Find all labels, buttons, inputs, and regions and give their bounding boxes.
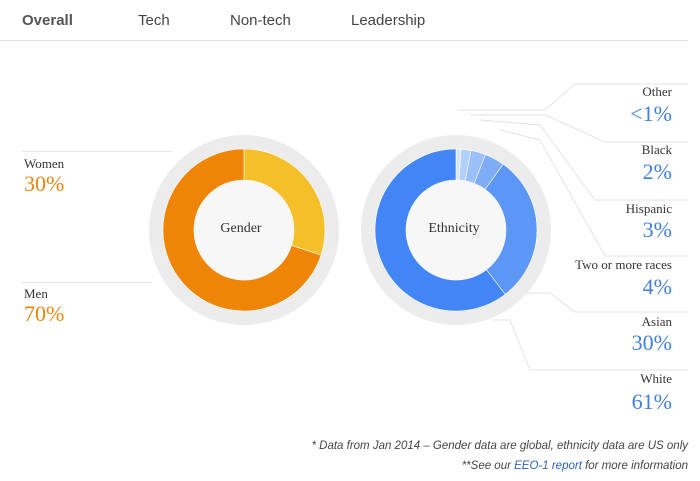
legend-label-asian: Asian	[641, 314, 672, 329]
tab-leadership[interactable]: Leadership	[351, 12, 426, 29]
connector-asian	[520, 292, 688, 313]
legend-value-women: 30%	[24, 171, 65, 196]
gender-center-label: Gender	[220, 221, 262, 236]
connector-black	[470, 114, 688, 143]
connector-white	[492, 319, 688, 371]
donut-center	[194, 180, 294, 280]
footnote-eeo-report: **See our EEO-1 report for more informat…	[462, 460, 688, 472]
donut-center	[406, 180, 506, 280]
gender-donut	[149, 135, 339, 325]
legend-value-hispanic: 3%	[642, 217, 672, 242]
tab-overall[interactable]: Overall	[22, 12, 73, 29]
ethnicity-connector-lines	[458, 83, 688, 371]
footnote-prefix: **See our	[461, 460, 515, 472]
connector-hispanic	[479, 119, 688, 201]
legend-label-other: Other	[642, 84, 672, 99]
legend-label-hispanic: Hispanic	[625, 201, 672, 216]
tab-tech[interactable]: Tech	[138, 12, 170, 29]
connector-other	[458, 83, 688, 111]
legend-value-asian: 30%	[631, 330, 672, 355]
footnote-suffix: for more information	[581, 460, 688, 472]
tab-bar: Overall Tech Non-tech Leadership	[0, 0, 688, 41]
women-divider	[22, 151, 172, 152]
legend-label-white: White	[640, 371, 672, 386]
legend-label-two-or-more-races: Two or more races	[575, 257, 672, 272]
connector-two-or-more-races	[499, 129, 688, 257]
legend-label-women: Women	[24, 156, 65, 171]
legend-value-black: 2%	[642, 159, 672, 184]
eeo-1-report-link[interactable]: EEO-1 report	[514, 460, 582, 472]
ethnicity-donut	[361, 135, 551, 325]
legend-value-white: 61%	[631, 389, 672, 414]
tab-non-tech[interactable]: Non-tech	[230, 12, 291, 29]
legend-label-black: Black	[641, 142, 672, 157]
legend-value-two-or-more-races: 4%	[642, 274, 672, 299]
ethnicity-center-label: Ethnicity	[428, 221, 480, 236]
footnote-data-source: * Data from Jan 2014 – Gender data are g…	[311, 440, 688, 452]
legend-value-other: <1%	[630, 101, 672, 126]
men-divider	[22, 282, 152, 283]
legend-label-men: Men	[24, 286, 48, 301]
legend-value-men: 70%	[24, 301, 65, 326]
